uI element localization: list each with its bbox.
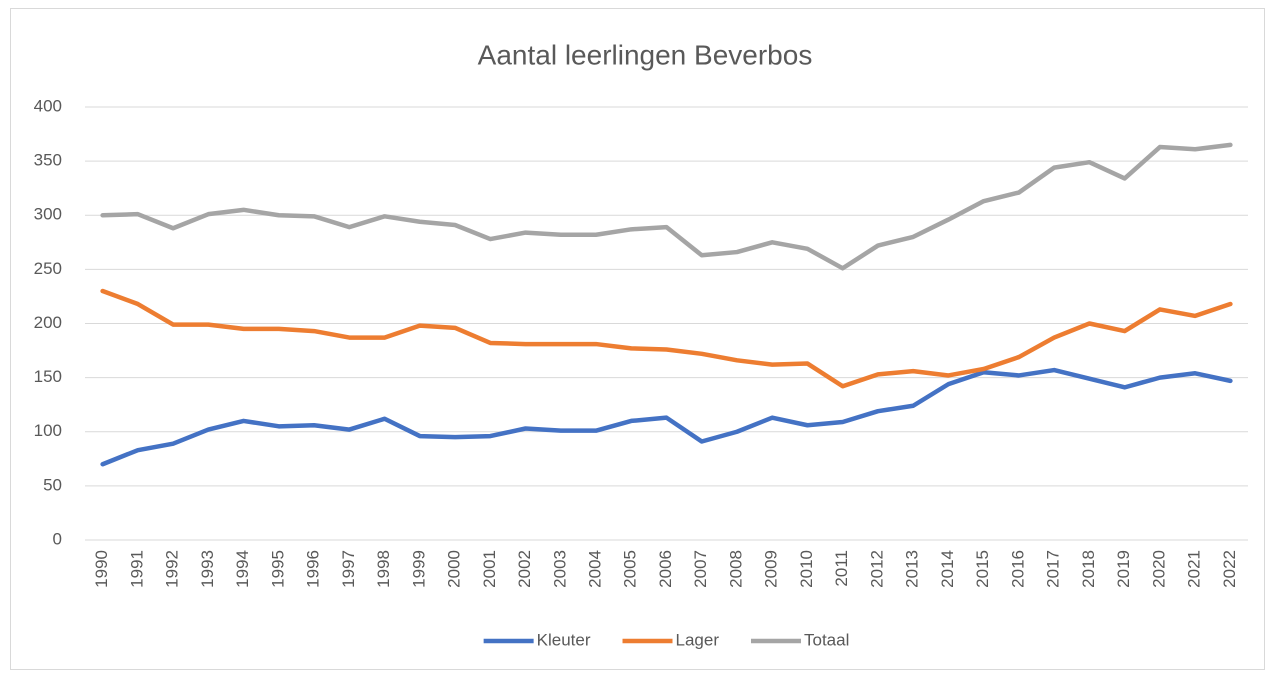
y-tick-label: 200 — [34, 313, 62, 332]
x-tick-label: 2003 — [550, 550, 569, 588]
x-tick-label: 2008 — [726, 550, 745, 588]
legend-label: Totaal — [804, 630, 849, 649]
x-tick-label: 1990 — [92, 550, 111, 588]
x-tick-label: 2013 — [903, 550, 922, 588]
x-tick-label: 2019 — [1114, 550, 1133, 588]
line-series — [100, 367, 1233, 467]
chart-title: Aantal leerlingen Beverbos — [478, 39, 813, 70]
y-tick-label: 400 — [34, 96, 62, 115]
x-tick-label: 1998 — [374, 550, 393, 588]
x-tick-label: 2009 — [762, 550, 781, 588]
y-tick-label: 100 — [34, 421, 62, 440]
x-tick-label: 2011 — [832, 550, 851, 587]
x-tick-label: 1996 — [304, 550, 323, 588]
x-tick-label: 1993 — [198, 550, 217, 588]
x-tick-label: 1997 — [339, 550, 358, 588]
line-series — [100, 142, 1233, 271]
x-tick-label: 2006 — [656, 550, 675, 588]
x-tick-label: 2000 — [445, 550, 464, 588]
y-tick-label: 350 — [34, 151, 62, 170]
x-tick-label: 2004 — [585, 550, 604, 588]
y-tick-label: 150 — [34, 367, 62, 386]
x-tick-label: 2018 — [1079, 550, 1098, 588]
legend-label: Lager — [676, 630, 720, 649]
line-series — [100, 288, 1233, 389]
x-tick-label: 2017 — [1044, 550, 1063, 588]
x-tick-label: 2014 — [938, 550, 957, 588]
x-tick-label: 2021 — [1185, 550, 1204, 588]
legend-label: Kleuter — [537, 630, 591, 649]
x-tick-label: 2016 — [1008, 550, 1027, 588]
x-tick-label: 1994 — [233, 550, 252, 588]
x-tick-label: 2010 — [797, 550, 816, 588]
legend: Kleuter Lager Totaal — [483, 630, 849, 649]
x-tick-label: 1995 — [268, 550, 287, 588]
x-tick-label: 2020 — [1149, 550, 1168, 588]
y-tick-label: 250 — [34, 259, 62, 278]
x-tick-label: 2015 — [973, 550, 992, 588]
x-tick-label: 1999 — [409, 550, 428, 588]
x-tick-label: 1991 — [127, 550, 146, 588]
x-tick-label: 2007 — [691, 550, 710, 588]
x-tick-label: 2012 — [867, 550, 886, 588]
x-tick-label: 2005 — [621, 550, 640, 588]
x-tick-label: 2001 — [480, 550, 499, 588]
y-tick-label: 0 — [53, 529, 62, 548]
y-tick-label: 300 — [34, 205, 62, 224]
x-tick-label: 2002 — [515, 550, 534, 588]
x-tick-label: 1992 — [163, 550, 182, 588]
y-tick-label: 50 — [43, 475, 62, 494]
x-tick-label: 2022 — [1220, 550, 1239, 588]
